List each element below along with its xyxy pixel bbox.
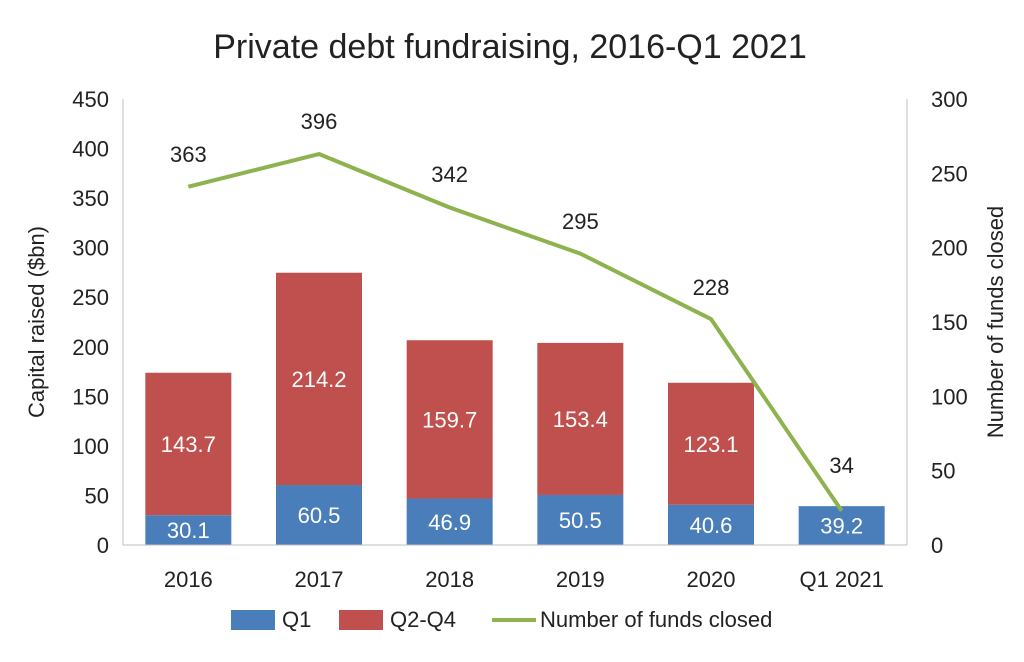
q1-value-label: 60.5 [298, 503, 341, 528]
bar-q1 [668, 504, 754, 545]
legend-label-q1: Q1 [282, 607, 311, 632]
q1-value-label: 50.5 [559, 508, 602, 533]
y2-tick-label: 150 [931, 310, 968, 335]
bar-q2-q4 [276, 272, 362, 486]
line-group [187, 152, 844, 512]
q2-q4-value-label: 153.4 [553, 407, 608, 432]
x-axis: 2016 2017 2018 2019 2020 Q1 2021 [123, 544, 907, 592]
y-tick-label: 100 [72, 434, 109, 459]
bar-q2-q4 [668, 382, 754, 505]
funds-count-label: 363 [170, 142, 207, 167]
y-tick-label: 0 [97, 533, 109, 558]
legend-label-q2-q4: Q2-Q4 [390, 607, 456, 632]
y2-tick-label: 0 [931, 533, 943, 558]
funds-count-label: 228 [693, 275, 730, 300]
funds-count-label: 396 [301, 109, 338, 134]
y2-tick-label: 50 [931, 459, 955, 484]
y-tick-label: 250 [72, 285, 109, 310]
y-tick-label: 400 [72, 137, 109, 162]
y-tick-label: 350 [72, 186, 109, 211]
q2-q4-value-label: 214.2 [291, 367, 346, 392]
x-tick-label: 2018 [425, 567, 474, 592]
q1-value-label: 40.6 [690, 513, 733, 538]
legend-swatch-q2-q4 [339, 610, 383, 630]
funds-count-label: 295 [562, 209, 599, 234]
y2-tick-label: 200 [931, 236, 968, 261]
legend-swatch-q1 [231, 610, 275, 630]
y-tick-label: 150 [72, 384, 109, 409]
bar-q2-q4 [145, 372, 232, 516]
bar-q1 [406, 498, 493, 545]
y-tick-label: 450 [72, 87, 109, 112]
funds-count-label: 342 [431, 162, 468, 187]
q2-q4-value-label: 143.7 [161, 432, 216, 457]
left-axis: 0 50 100 150 200 250 300 350 400 450 Capital raise… [24, 87, 124, 558]
x-tick-label: 2019 [556, 567, 605, 592]
right-axis: 0 50 100 150 200 250 300 Number of funds closed [906, 87, 1008, 558]
y-tick-label: 200 [72, 335, 109, 360]
funds-count-label: 34 [829, 453, 853, 478]
y2-tick-label: 100 [931, 384, 968, 409]
y-axis-title: Capital raised ($bn) [24, 226, 49, 418]
bar-q1 [145, 515, 232, 545]
bar-q1 [276, 485, 362, 545]
y2-tick-label: 300 [931, 87, 968, 112]
labels-group: 30.1 143.7 60.5 214.2 46.9 159.7 50.5 153.4 40.6… [161, 109, 863, 543]
q1-value-label: 46.9 [428, 510, 471, 535]
y-tick-label: 300 [72, 236, 109, 261]
y2-tick-label: 250 [931, 161, 968, 186]
x-tick-label: Q1 2021 [799, 567, 883, 592]
bars-group [145, 272, 885, 545]
bar-q2-q4 [406, 340, 493, 499]
chart-title: Private debt fundraising, 2016-Q1 2021 [213, 28, 807, 66]
x-tick-label: 2020 [687, 567, 736, 592]
x-tick-label: 2016 [164, 567, 213, 592]
funds-closed-line [187, 152, 844, 512]
legend-label-funds-closed: Number of funds closed [540, 607, 772, 632]
legend: Q1 Q2-Q4 Number of funds closed [231, 607, 772, 632]
bar-q2-q4 [537, 342, 624, 495]
q1-value-label: 39.2 [820, 514, 863, 539]
q2-q4-value-label: 159.7 [422, 407, 477, 432]
bar-q1 [798, 506, 885, 545]
y-tick-label: 50 [85, 483, 109, 508]
bar-q1 [537, 494, 624, 545]
q2-q4-value-label: 123.1 [683, 432, 738, 457]
x-tick-label: 2017 [295, 567, 344, 592]
q1-value-label: 30.1 [167, 518, 210, 543]
y2-axis-title: Number of funds closed [983, 206, 1008, 438]
